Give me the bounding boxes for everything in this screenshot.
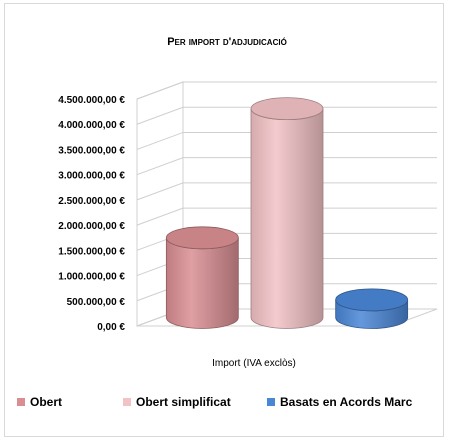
legend-item: Obert (17, 395, 62, 409)
chart-area: Per import d'adjudicació 0,00 € 500.000,0… (4, 3, 444, 437)
legend-label: Obert (30, 395, 62, 409)
y-tick-label: 0,00 € (97, 322, 125, 333)
y-tick-label: 3.500.000,00 € (58, 145, 125, 156)
legend-item: Obert simplificat (123, 395, 231, 409)
y-tick-label: 1.000.000,00 € (58, 272, 125, 283)
legend: Obert Obert simplificat Basats en Acords M… (17, 395, 413, 409)
y-tick-label: 2.000.000,00 € (58, 221, 125, 232)
chart-title: Per import d'adjudicació (167, 36, 287, 48)
legend-swatch (17, 398, 25, 406)
legend-swatch (267, 398, 275, 406)
chart-canvas: Per import d'adjudicació 0,00 € 500.000,0… (17, 36, 438, 409)
bar-top (165, 226, 239, 250)
bar-basats-en-acords-marc (335, 288, 409, 329)
gridline (136, 182, 437, 201)
legend-item: Basats en Acords Marc (267, 395, 413, 409)
bar-top (250, 97, 324, 121)
bar-body (165, 237, 239, 329)
y-tick-label: 1.500.000,00 € (58, 246, 125, 257)
gridlines (136, 81, 437, 327)
bar-obert (165, 226, 239, 329)
y-tick-label: 3.000.000,00 € (58, 171, 125, 182)
bar-obert-simplificat (250, 97, 324, 329)
gridline (136, 157, 437, 176)
gridline (136, 207, 437, 226)
gridline (136, 131, 437, 150)
gridline (136, 81, 437, 100)
y-tick-label: 500.000,00 € (67, 297, 126, 308)
bars (165, 97, 409, 329)
y-tick-label: 4.000.000,00 € (58, 120, 125, 131)
legend-swatch (123, 398, 131, 406)
y-tick-label: 4.500.000,00 € (58, 95, 125, 106)
legend-label: Basats en Acords Marc (280, 395, 413, 409)
bar-body (250, 108, 324, 329)
bar-top (335, 288, 409, 312)
y-tick-label: 2.500.000,00 € (58, 196, 125, 207)
legend-label: Obert simplificat (136, 395, 231, 409)
y-axis-ticks: 0,00 € 500.000,00 € 1.000.000,00 € 1.500.00… (58, 95, 125, 333)
gridline (136, 106, 437, 125)
x-axis-category-label: Import (IVA exclòs) (212, 358, 296, 369)
